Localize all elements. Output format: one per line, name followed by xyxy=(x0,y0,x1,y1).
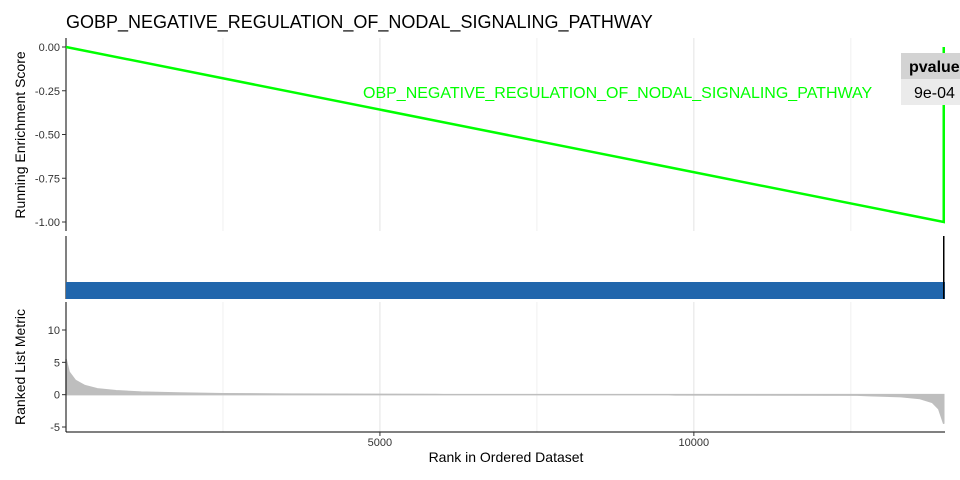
y-tick-label: -0.25 xyxy=(35,86,60,98)
x-axis-title: Rank in Ordered Dataset xyxy=(429,449,584,465)
running-enrichment-y-axis-title: Running Enrichment Score xyxy=(12,51,28,219)
x-tick-label: 10000 xyxy=(679,437,710,449)
y-tick-label: -0.75 xyxy=(35,173,60,185)
y-tick-label: -0.50 xyxy=(35,130,60,142)
ranked-list-metric-area xyxy=(65,358,945,425)
y-tick-label: -5 xyxy=(50,422,60,434)
pvalue-value-cell xyxy=(901,79,960,105)
chart-title: GOBP_NEGATIVE_REGULATION_OF_NODAL_SIGNAL… xyxy=(66,12,653,33)
running-enrichment-panel: 0.00 -0.25 -0.50 -0.75 -1.00 OBP_NEGATIVE_RE… xyxy=(12,38,945,231)
y-tick-label: 5 xyxy=(54,357,60,369)
pvalue-header: pvalue xyxy=(909,59,960,76)
pvalue-table: pvalue 9e-04 xyxy=(901,53,960,105)
series-label: OBP_NEGATIVE_REGULATION_OF_NODAL_SIGNALI… xyxy=(363,85,872,102)
ranked-list-y-axis-title: Ranked List Metric xyxy=(12,309,28,425)
y-tick-label: -1.00 xyxy=(35,217,60,229)
ranked-list-panel: 10 5 0 -5 5000 10000 Ranked List Metric Rank… xyxy=(12,302,945,465)
y-tick-label: 10 xyxy=(48,325,60,337)
gene-hits-bar xyxy=(66,282,945,299)
gene-hits-panel xyxy=(65,236,945,299)
x-tick-label: 5000 xyxy=(368,437,392,449)
pvalue-value: 9e-04 xyxy=(914,85,955,102)
y-tick-label: 0 xyxy=(54,390,60,402)
y-tick-label: 0.00 xyxy=(39,42,60,54)
pvalue-header-cell xyxy=(901,53,960,79)
running-enrichment-line xyxy=(65,45,945,224)
